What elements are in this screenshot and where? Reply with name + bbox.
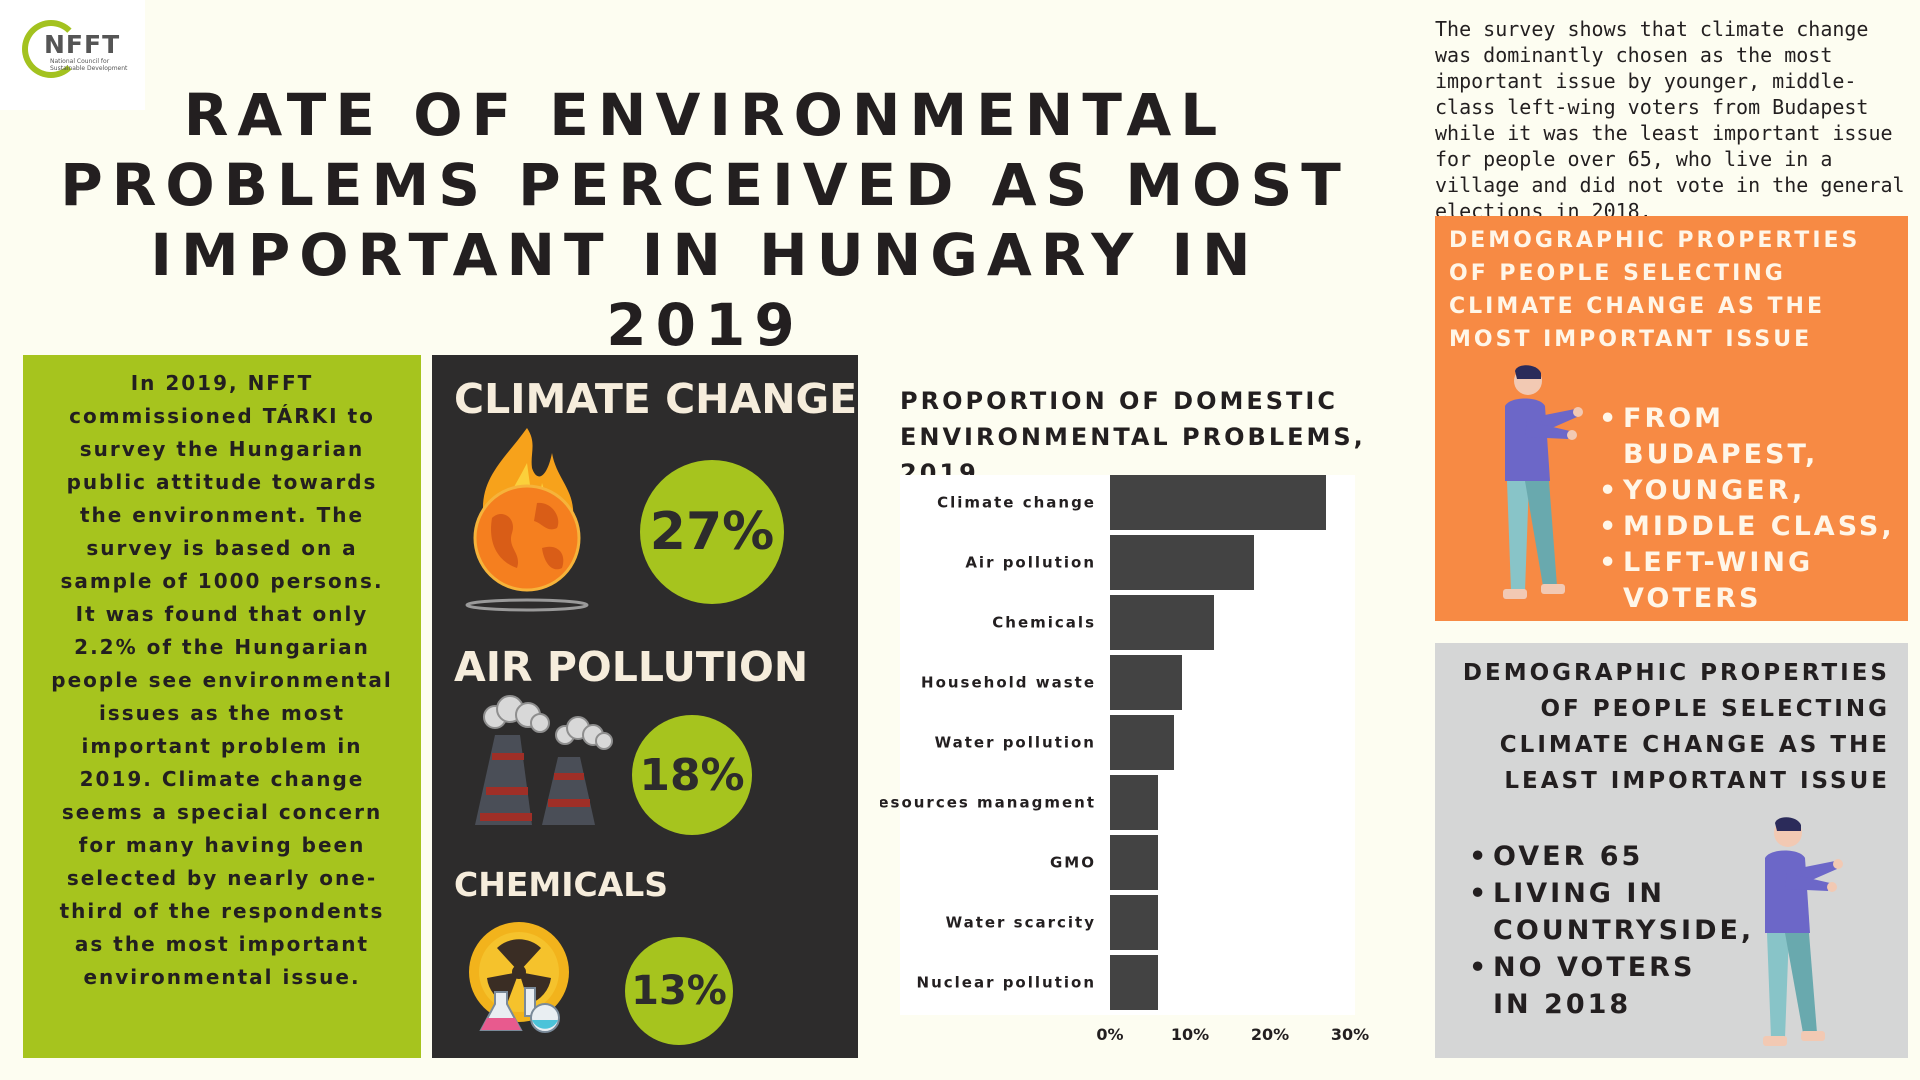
most-important-title: DEMOGRAPHIC PROPERTIES OF PEOPLE SELECTI… [1449, 228, 1861, 352]
nfft-logo: NFFT National Council for Sustainable De… [0, 0, 145, 110]
category-label: Air pollution [965, 554, 1096, 572]
bar-household-waste [1110, 655, 1182, 710]
least-important-demographics-box: DEMOGRAPHIC PROPERTIES OF PEOPLE SELECTI… [1435, 643, 1908, 1058]
stat-air-value: 18% [639, 749, 745, 801]
bar-air-pollution [1110, 535, 1254, 590]
category-label: Water scarcity [946, 914, 1096, 932]
most-important-demographics-box: DEMOGRAPHIC PROPERTIES OF PEOPLE SELECTI… [1435, 216, 1908, 621]
list-item: OVER 65 [1465, 838, 1725, 875]
list-item: YOUNGER, [1595, 473, 1905, 509]
stat-chemicals-label: CHEMICALS [454, 865, 669, 904]
intro-text: In 2019, NFFT commissioned TÁRKI to surv… [51, 371, 393, 989]
bar-chemicals [1110, 595, 1214, 650]
list-item: MIDDLE CLASS, [1595, 509, 1905, 545]
stat-climate-label: CLIMATE CHANGE [454, 375, 858, 423]
list-item: FROM BUDAPEST, [1595, 401, 1905, 473]
bar-gmo [1110, 835, 1158, 890]
stat-climate-value: 27% [649, 502, 775, 562]
logo-word: NFFT [44, 30, 121, 59]
chart-title: PROPORTION OF DOMESTIC ENVIRONMENTAL PRO… [900, 387, 1366, 487]
bar-water-scarcity [1110, 895, 1158, 950]
radiation-flasks-icon [469, 922, 569, 1033]
summary-text: The survey shows that climate change was… [1435, 17, 1905, 223]
logo-subtitle: National Council for Sustainable Develop… [50, 58, 128, 72]
category-label: Water pollution [935, 734, 1096, 752]
stat-air-circle: 18% [632, 715, 752, 835]
stat-climate-circle: 27% [640, 460, 784, 604]
bar-nuclear-pollution [1110, 955, 1158, 1010]
bar-resources-managment [1110, 775, 1158, 830]
least-important-list: OVER 65 LIVING IN COUNTRYSIDE, NO VOTERS… [1465, 838, 1751, 1023]
x-tick-label: 0% [1096, 1025, 1123, 1044]
stat-air-label: AIR POLLUTION [454, 643, 809, 691]
list-item: LIVING IN COUNTRYSIDE, [1465, 875, 1751, 949]
person-figure-icon [1503, 365, 1583, 599]
stat-chemicals-value: 13% [631, 968, 727, 1014]
bar-climate-change [1110, 475, 1326, 530]
category-label: Chemicals [992, 614, 1096, 632]
category-label: Climate change [937, 494, 1096, 512]
factory-smoke-icon [475, 695, 613, 825]
category-label: Resources managment [880, 794, 1096, 812]
person-figure-icon [1763, 817, 1843, 1046]
intro-panel: In 2019, NFFT commissioned TÁRKI to surv… [23, 355, 421, 1058]
most-important-list: FROM BUDAPEST, YOUNGER, MIDDLE CLASS, LE… [1595, 401, 1905, 617]
bar-chart: Climate change Air pollution Chemicals Hous… [880, 475, 1369, 1044]
burning-globe-icon [465, 428, 589, 612]
category-label: Household waste [921, 674, 1096, 692]
least-important-title: DEMOGRAPHIC PROPERTIES OF PEOPLE SELECTI… [1462, 660, 1890, 794]
list-item: NO VOTERS IN 2018 [1465, 949, 1725, 1023]
logo-ring-icon [22, 20, 80, 78]
page-title: RATE OF ENVIRONMENTAL PROBLEMS PERCEIVED… [60, 81, 1350, 359]
stats-panel: CLIMATE CHANGE 27% AIR POLLUTION 18% CHE… [432, 355, 858, 1058]
x-tick-label: 10% [1171, 1025, 1209, 1044]
category-label: Nuclear pollution [917, 974, 1096, 992]
list-item: LEFT-WING VOTERS [1595, 545, 1905, 617]
category-label: GMO [1050, 854, 1096, 872]
bar-water-pollution [1110, 715, 1174, 770]
x-tick-label: 20% [1251, 1025, 1289, 1044]
stat-chemicals-circle: 13% [625, 937, 733, 1045]
x-tick-label: 30% [1331, 1025, 1369, 1044]
